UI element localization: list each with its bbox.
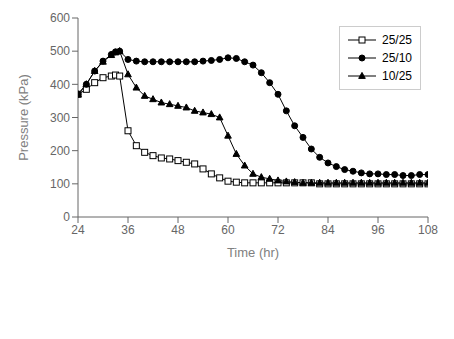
svg-text:72: 72 (271, 223, 285, 237)
svg-text:Pressure (kPa): Pressure (kPa) (16, 74, 31, 161)
svg-text:300: 300 (50, 111, 70, 125)
svg-text:84: 84 (321, 223, 335, 237)
svg-text:24: 24 (71, 223, 85, 237)
svg-text:36: 36 (121, 223, 135, 237)
svg-text:96: 96 (371, 223, 385, 237)
svg-text:0: 0 (63, 210, 70, 224)
svg-text:60: 60 (221, 223, 235, 237)
svg-text:400: 400 (50, 78, 70, 92)
svg-text:500: 500 (50, 44, 70, 58)
html-text:25/25: 25/25 (382, 33, 412, 47)
svg-text:600: 600 (50, 11, 70, 25)
svg-text:100: 100 (50, 177, 70, 191)
svg-text:108: 108 (418, 223, 438, 237)
html-text:25/10: 25/10 (382, 51, 412, 65)
svg-text:200: 200 (50, 144, 70, 158)
html-text:10/25: 10/25 (382, 69, 412, 83)
svg-text:48: 48 (171, 223, 185, 237)
svg-text:Time (hr): Time (hr) (227, 245, 279, 260)
